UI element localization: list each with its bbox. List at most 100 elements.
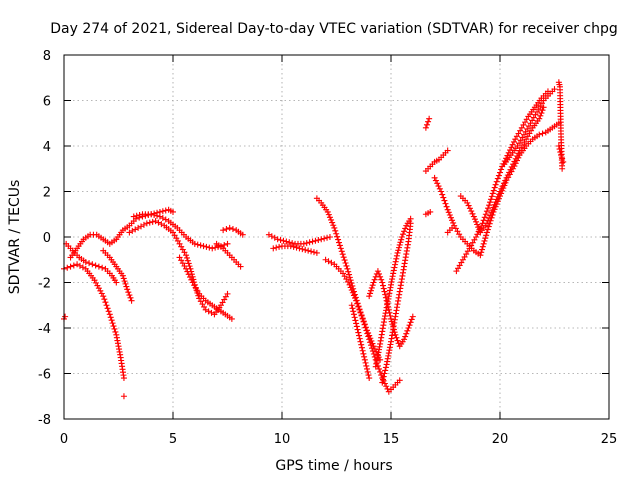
data-point-plus xyxy=(138,223,145,230)
data-point-plus xyxy=(449,224,456,231)
data-point-plus xyxy=(426,115,433,122)
data-point-plus xyxy=(338,248,345,255)
data-point-plus xyxy=(206,244,213,251)
data-point-plus xyxy=(351,314,358,321)
data-point-plus xyxy=(559,155,566,162)
data-point-plus xyxy=(395,244,402,251)
data-point-plus xyxy=(487,199,494,206)
data-point-plus xyxy=(62,313,69,320)
data-point-plus xyxy=(89,261,96,268)
data-point-plus xyxy=(184,268,191,275)
data-point-plus xyxy=(443,203,450,210)
data-point-plus xyxy=(100,293,107,300)
data-point-plus xyxy=(379,279,386,286)
data-point-plus xyxy=(95,263,102,270)
data-point-plus xyxy=(183,254,190,261)
data-point-plus xyxy=(156,213,163,220)
data-point-plus xyxy=(333,230,340,237)
data-point-plus xyxy=(356,335,363,342)
data-point-plus xyxy=(353,323,360,330)
data-point-plus xyxy=(345,268,352,275)
data-point-plus xyxy=(440,194,447,201)
data-point-plus xyxy=(557,149,564,156)
data-point-plus xyxy=(94,282,101,289)
data-point-plus xyxy=(423,121,430,128)
data-point-plus xyxy=(286,239,293,246)
data-point-plus xyxy=(270,245,277,252)
data-point-plus xyxy=(396,377,403,384)
data-point-plus xyxy=(377,273,384,280)
data-point-plus xyxy=(123,283,130,290)
data-point-plus xyxy=(490,204,497,211)
data-point-plus xyxy=(393,252,400,259)
data-point-plus xyxy=(325,258,332,265)
data-point-plus xyxy=(355,329,362,336)
data-point-plus xyxy=(322,256,329,263)
grid-lines xyxy=(64,55,609,419)
data-point-plus xyxy=(432,177,439,184)
data-point-plus xyxy=(346,281,353,288)
data-point-plus xyxy=(126,292,133,299)
data-point-plus xyxy=(494,193,501,200)
data-point-plus xyxy=(474,221,481,228)
data-point-plus xyxy=(185,260,192,267)
x-tick-label: 0 xyxy=(60,432,68,447)
data-point-plus xyxy=(470,213,477,220)
data-point-plus xyxy=(136,212,143,219)
data-point-plus xyxy=(397,239,404,246)
data-point-plus xyxy=(125,289,132,296)
data-point-plus xyxy=(129,227,136,234)
data-point-plus xyxy=(511,158,518,165)
data-point-plus xyxy=(500,180,507,187)
data-point-plus xyxy=(477,252,484,259)
data-point-plus xyxy=(124,286,131,293)
x-tick-label: 25 xyxy=(601,432,618,447)
data-point-plus xyxy=(330,222,337,229)
data-points xyxy=(61,79,567,400)
data-point-plus xyxy=(502,177,509,184)
data-point-plus xyxy=(328,216,335,223)
data-point-plus xyxy=(86,260,93,267)
data-point-plus xyxy=(357,338,364,345)
data-point-plus xyxy=(368,284,375,291)
data-point-plus xyxy=(361,353,368,360)
data-point-plus xyxy=(312,237,319,244)
data-point-plus xyxy=(514,153,521,160)
data-point-plus xyxy=(489,190,496,197)
data-point-plus xyxy=(184,257,191,264)
data-point-plus xyxy=(368,342,375,349)
data-point-plus xyxy=(348,302,355,309)
data-point-plus xyxy=(119,272,126,279)
data-point-plus xyxy=(381,370,388,377)
data-point-plus xyxy=(183,265,190,272)
data-point-plus xyxy=(483,220,490,227)
data-point-plus xyxy=(366,293,373,300)
data-point-plus xyxy=(382,364,389,371)
data-point-plus xyxy=(399,231,406,238)
data-point-plus xyxy=(121,278,128,285)
data-point-plus xyxy=(510,138,517,145)
data-point-plus xyxy=(438,188,445,195)
data-point-plus xyxy=(132,226,139,233)
data-point-plus xyxy=(495,172,502,179)
data-point-plus xyxy=(558,152,565,159)
data-point-plus xyxy=(510,161,517,168)
data-point-plus xyxy=(497,188,503,195)
data-point-plus xyxy=(371,353,378,360)
data-point-plus xyxy=(133,212,140,219)
data-point-plus xyxy=(383,383,390,390)
chart-title: Day 274 of 2021, Sidereal Day-to-day VTE… xyxy=(50,21,618,37)
y-tick-label: 2 xyxy=(43,186,51,201)
data-point-plus xyxy=(82,259,89,266)
data-point-plus xyxy=(353,297,360,304)
data-point-plus xyxy=(340,254,347,261)
data-point-plus xyxy=(445,209,452,216)
data-point-plus xyxy=(328,259,335,266)
data-point-plus xyxy=(273,244,280,251)
data-point-plus xyxy=(228,315,235,322)
y-tick-label: 8 xyxy=(43,49,51,64)
data-point-plus xyxy=(377,368,384,375)
data-point-plus xyxy=(491,201,498,208)
data-point-plus xyxy=(494,175,501,182)
